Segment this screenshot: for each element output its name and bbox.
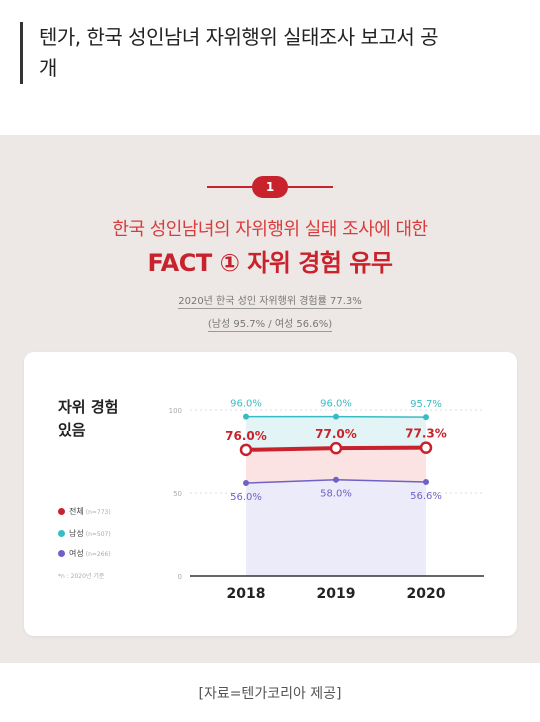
legend-item-total: 전체 (n=773)	[58, 506, 111, 517]
summary-note-1: 2020년 한국 성인 자위행위 경험률 77.3%	[0, 292, 540, 309]
fact-number-badge: 1	[252, 176, 288, 198]
legend-note: *n : 2020년 기준	[58, 573, 105, 580]
card-title-line-2: 있음	[58, 421, 86, 439]
infographic-subtitle: 한국 성인남녀의 자위행위 실태 조사에 대한	[112, 219, 428, 240]
legend-label-female: 여성	[69, 549, 84, 558]
legend-n-male: (n=507)	[85, 531, 111, 538]
infographic-title: FACT ① 자위 경험 유무	[147, 249, 393, 277]
legend-item-male: 남성 (n=507)	[58, 528, 111, 539]
badge-line-left	[207, 186, 252, 188]
legend-n-total: (n=773)	[85, 509, 111, 516]
legend-dot-total	[58, 508, 65, 515]
badge-line-right	[288, 186, 333, 188]
card-title-line-1: 자위 경험	[58, 398, 119, 416]
legend-n-female: (n=266)	[85, 551, 111, 558]
summary-note-2: (남성 95.7% / 여성 56.6%)	[0, 315, 540, 332]
summary-note-2-text: (남성 95.7% / 여성 56.6%)	[207, 319, 333, 332]
legend-dot-female	[58, 550, 65, 557]
legend-label-total: 전체	[69, 507, 84, 516]
image-credit: [자료=텐가코리아 제공]	[198, 686, 342, 702]
legend-item-female: 여성 (n=266)	[58, 548, 111, 559]
chart-card	[24, 352, 517, 636]
headline-line-2: 개	[39, 56, 57, 80]
legend-dot-male	[58, 530, 65, 537]
article-headline: 텐가, 한국 성인남녀 자위행위 실태조사 보고서 공 개	[20, 22, 520, 84]
legend-label-male: 남성	[69, 529, 84, 538]
summary-note-1-text: 2020년 한국 성인 자위행위 경험률 77.3%	[178, 296, 362, 309]
headline-line-1: 텐가, 한국 성인남녀 자위행위 실태조사 보고서 공	[39, 25, 439, 49]
